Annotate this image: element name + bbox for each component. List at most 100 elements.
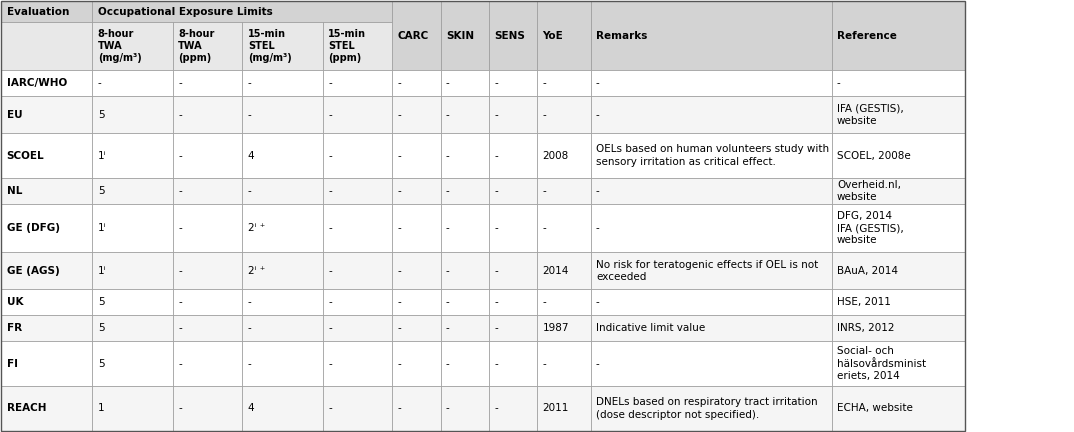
Text: -: - xyxy=(494,403,498,413)
Text: -: - xyxy=(397,110,402,120)
Text: Reference: Reference xyxy=(837,31,897,41)
Bar xyxy=(92,386,173,431)
Text: -: - xyxy=(596,110,599,120)
Text: SENS: SENS xyxy=(494,31,525,41)
Text: -: - xyxy=(837,78,841,88)
Bar xyxy=(489,1,537,70)
Text: -: - xyxy=(397,359,402,369)
Text: SCOEL: SCOEL xyxy=(6,151,44,161)
Bar xyxy=(92,315,173,341)
Text: -: - xyxy=(178,297,182,308)
Bar xyxy=(173,133,243,178)
Bar xyxy=(591,386,831,431)
Bar xyxy=(323,252,392,289)
Text: -: - xyxy=(494,151,498,161)
Text: INRS, 2012: INRS, 2012 xyxy=(837,324,895,334)
Bar xyxy=(173,178,243,204)
Text: DNELs based on respiratory tract irritation
(dose descriptor not specified).: DNELs based on respiratory tract irritat… xyxy=(596,397,817,419)
Bar xyxy=(440,70,489,96)
Text: 15-min
STEL
(ppm): 15-min STEL (ppm) xyxy=(329,29,366,64)
Bar xyxy=(591,178,831,204)
Text: 5: 5 xyxy=(98,297,104,308)
Text: -: - xyxy=(446,151,450,161)
Bar xyxy=(1,315,92,341)
Text: 2008: 2008 xyxy=(542,151,568,161)
Bar xyxy=(243,96,323,133)
Bar xyxy=(243,70,323,96)
Text: HSE, 2011: HSE, 2011 xyxy=(837,297,890,308)
Text: Overheid.nl,
website: Overheid.nl, website xyxy=(837,180,901,202)
Bar xyxy=(537,289,591,315)
Text: -: - xyxy=(329,403,332,413)
Text: 2ⁱ ⁺: 2ⁱ ⁺ xyxy=(248,223,265,233)
Bar xyxy=(173,204,243,252)
Text: -: - xyxy=(329,223,332,233)
Text: -: - xyxy=(98,78,102,88)
Text: 4: 4 xyxy=(248,151,255,161)
Bar xyxy=(440,96,489,133)
Bar xyxy=(831,96,966,133)
Text: BAuA, 2014: BAuA, 2014 xyxy=(837,266,898,276)
Bar xyxy=(831,178,966,204)
Bar xyxy=(92,178,173,204)
Text: NL: NL xyxy=(6,186,23,196)
Bar xyxy=(440,133,489,178)
Text: -: - xyxy=(542,78,546,88)
Text: -: - xyxy=(446,324,450,334)
Bar xyxy=(1,1,92,22)
Text: -: - xyxy=(329,78,332,88)
Bar xyxy=(173,341,243,386)
Bar xyxy=(440,315,489,341)
Text: -: - xyxy=(446,110,450,120)
Text: -: - xyxy=(178,151,182,161)
Bar xyxy=(831,341,966,386)
Text: GE (AGS): GE (AGS) xyxy=(6,266,59,276)
Bar xyxy=(92,289,173,315)
Bar xyxy=(243,204,323,252)
Bar xyxy=(831,252,966,289)
Bar xyxy=(392,70,440,96)
Text: -: - xyxy=(248,78,251,88)
Text: SCOEL, 2008e: SCOEL, 2008e xyxy=(837,151,911,161)
Bar xyxy=(392,386,440,431)
Bar xyxy=(392,204,440,252)
Bar xyxy=(831,133,966,178)
Text: EU: EU xyxy=(6,110,23,120)
Bar xyxy=(243,252,323,289)
Bar xyxy=(591,315,831,341)
Text: ECHA, website: ECHA, website xyxy=(837,403,913,413)
Bar xyxy=(92,70,173,96)
Text: -: - xyxy=(397,78,402,88)
Bar xyxy=(173,315,243,341)
Text: -: - xyxy=(178,266,182,276)
Bar xyxy=(440,1,489,70)
Text: No risk for teratogenic effects if OEL is not
exceeded: No risk for teratogenic effects if OEL i… xyxy=(596,260,818,282)
Bar xyxy=(489,204,537,252)
Bar xyxy=(440,178,489,204)
Text: 5: 5 xyxy=(98,324,104,334)
Text: -: - xyxy=(248,186,251,196)
Text: GE (DFG): GE (DFG) xyxy=(6,223,60,233)
Bar xyxy=(92,341,173,386)
Text: -: - xyxy=(494,223,498,233)
Bar xyxy=(173,96,243,133)
Text: -: - xyxy=(329,359,332,369)
Bar xyxy=(392,341,440,386)
Bar xyxy=(392,178,440,204)
Bar xyxy=(1,204,92,252)
Text: 1: 1 xyxy=(98,403,104,413)
Bar xyxy=(323,133,392,178)
Bar xyxy=(392,1,440,70)
Text: REACH: REACH xyxy=(6,403,46,413)
Bar xyxy=(489,386,537,431)
Text: 15-min
STEL
(mg/m³): 15-min STEL (mg/m³) xyxy=(248,29,291,64)
Bar xyxy=(323,22,392,70)
Bar xyxy=(392,133,440,178)
Text: -: - xyxy=(178,223,182,233)
Bar xyxy=(392,289,440,315)
Bar xyxy=(92,1,392,22)
Bar xyxy=(323,204,392,252)
Bar xyxy=(489,133,537,178)
Bar xyxy=(489,178,537,204)
Bar xyxy=(243,289,323,315)
